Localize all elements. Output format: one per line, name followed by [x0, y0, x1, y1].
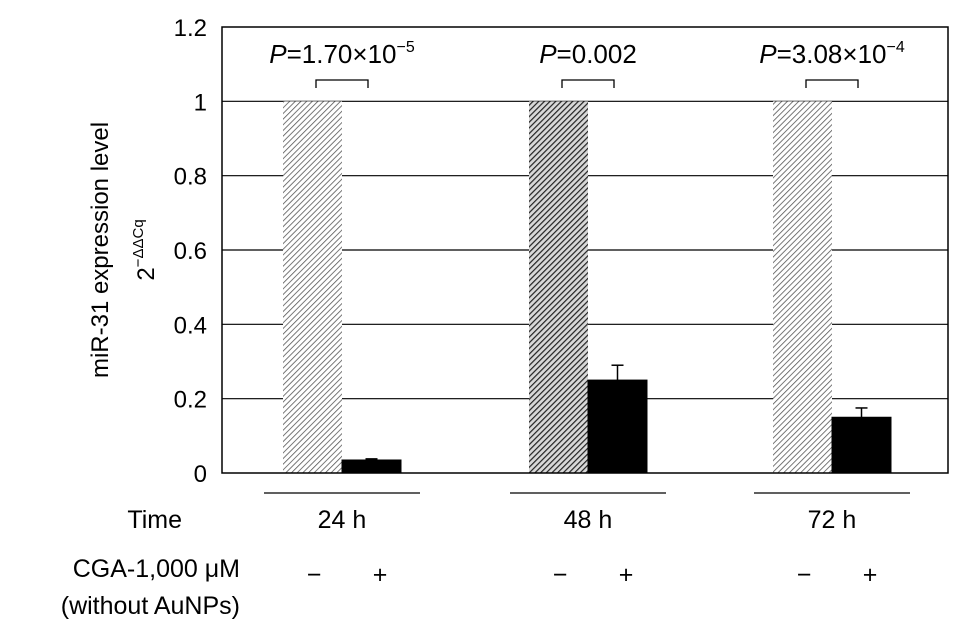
treatment-row-sublabel: (without AuNPs) [61, 592, 240, 620]
plus-sign: + [619, 561, 634, 589]
y-axis-subtitle-exponent: −ΔΔCq [130, 219, 147, 267]
y-tick-label: 0.6 [174, 238, 207, 265]
y-tick-labels: 0 0.2 0.4 0.6 0.8 1 1.2 [174, 15, 207, 488]
minus-sign: − [307, 561, 322, 589]
bar-cga-48h [587, 379, 648, 474]
significance-bracket [315, 79, 369, 88]
category-label: 24 h [318, 506, 367, 534]
y-axis-subtitle-base: 2 [133, 267, 160, 280]
y-tick-label: 1 [194, 89, 207, 116]
significance-bracket [805, 79, 859, 88]
minus-sign: − [797, 561, 812, 589]
minus-sign: − [553, 561, 568, 589]
y-tick-label: 1.2 [174, 15, 207, 42]
category-label: 48 h [564, 506, 613, 534]
category-labels: 24 h 48 h 72 h [318, 506, 857, 534]
time-row-label: Time [127, 506, 182, 534]
y-axis-subtitle: 2−ΔΔCq [130, 219, 160, 280]
p-value-label: P=3.08×10−4 [759, 39, 905, 69]
p-value-label: P=0.002 [539, 39, 637, 69]
bar-control-24h [283, 101, 342, 473]
y-tick-label: 0.8 [174, 164, 207, 191]
treatment-row-label: CGA-1,000 μM [73, 555, 240, 583]
y-tick-label: 0.2 [174, 387, 207, 414]
treatment-signs: − + − + − + [307, 561, 878, 589]
plus-sign: + [863, 561, 878, 589]
bar-control-48h [529, 101, 588, 473]
plus-sign: + [373, 561, 388, 589]
bar-cga-72h [831, 416, 892, 474]
bar-cga-24h [341, 459, 402, 474]
y-axis-title: miR-31 expression level [87, 122, 114, 378]
significance-bracket [561, 79, 615, 88]
bar-control-72h [773, 101, 832, 473]
y-tick-label: 0.4 [174, 312, 207, 339]
category-label: 72 h [808, 506, 857, 534]
significance-brackets: P=1.70×10−5 P=0.002 P=3.08×10−4 [269, 39, 905, 88]
error-bars [365, 364, 868, 460]
y-tick-label: 0 [194, 461, 207, 488]
plot-frame [221, 26, 949, 474]
bars [283, 101, 892, 474]
p-value-label: P=1.70×10−5 [269, 39, 415, 69]
